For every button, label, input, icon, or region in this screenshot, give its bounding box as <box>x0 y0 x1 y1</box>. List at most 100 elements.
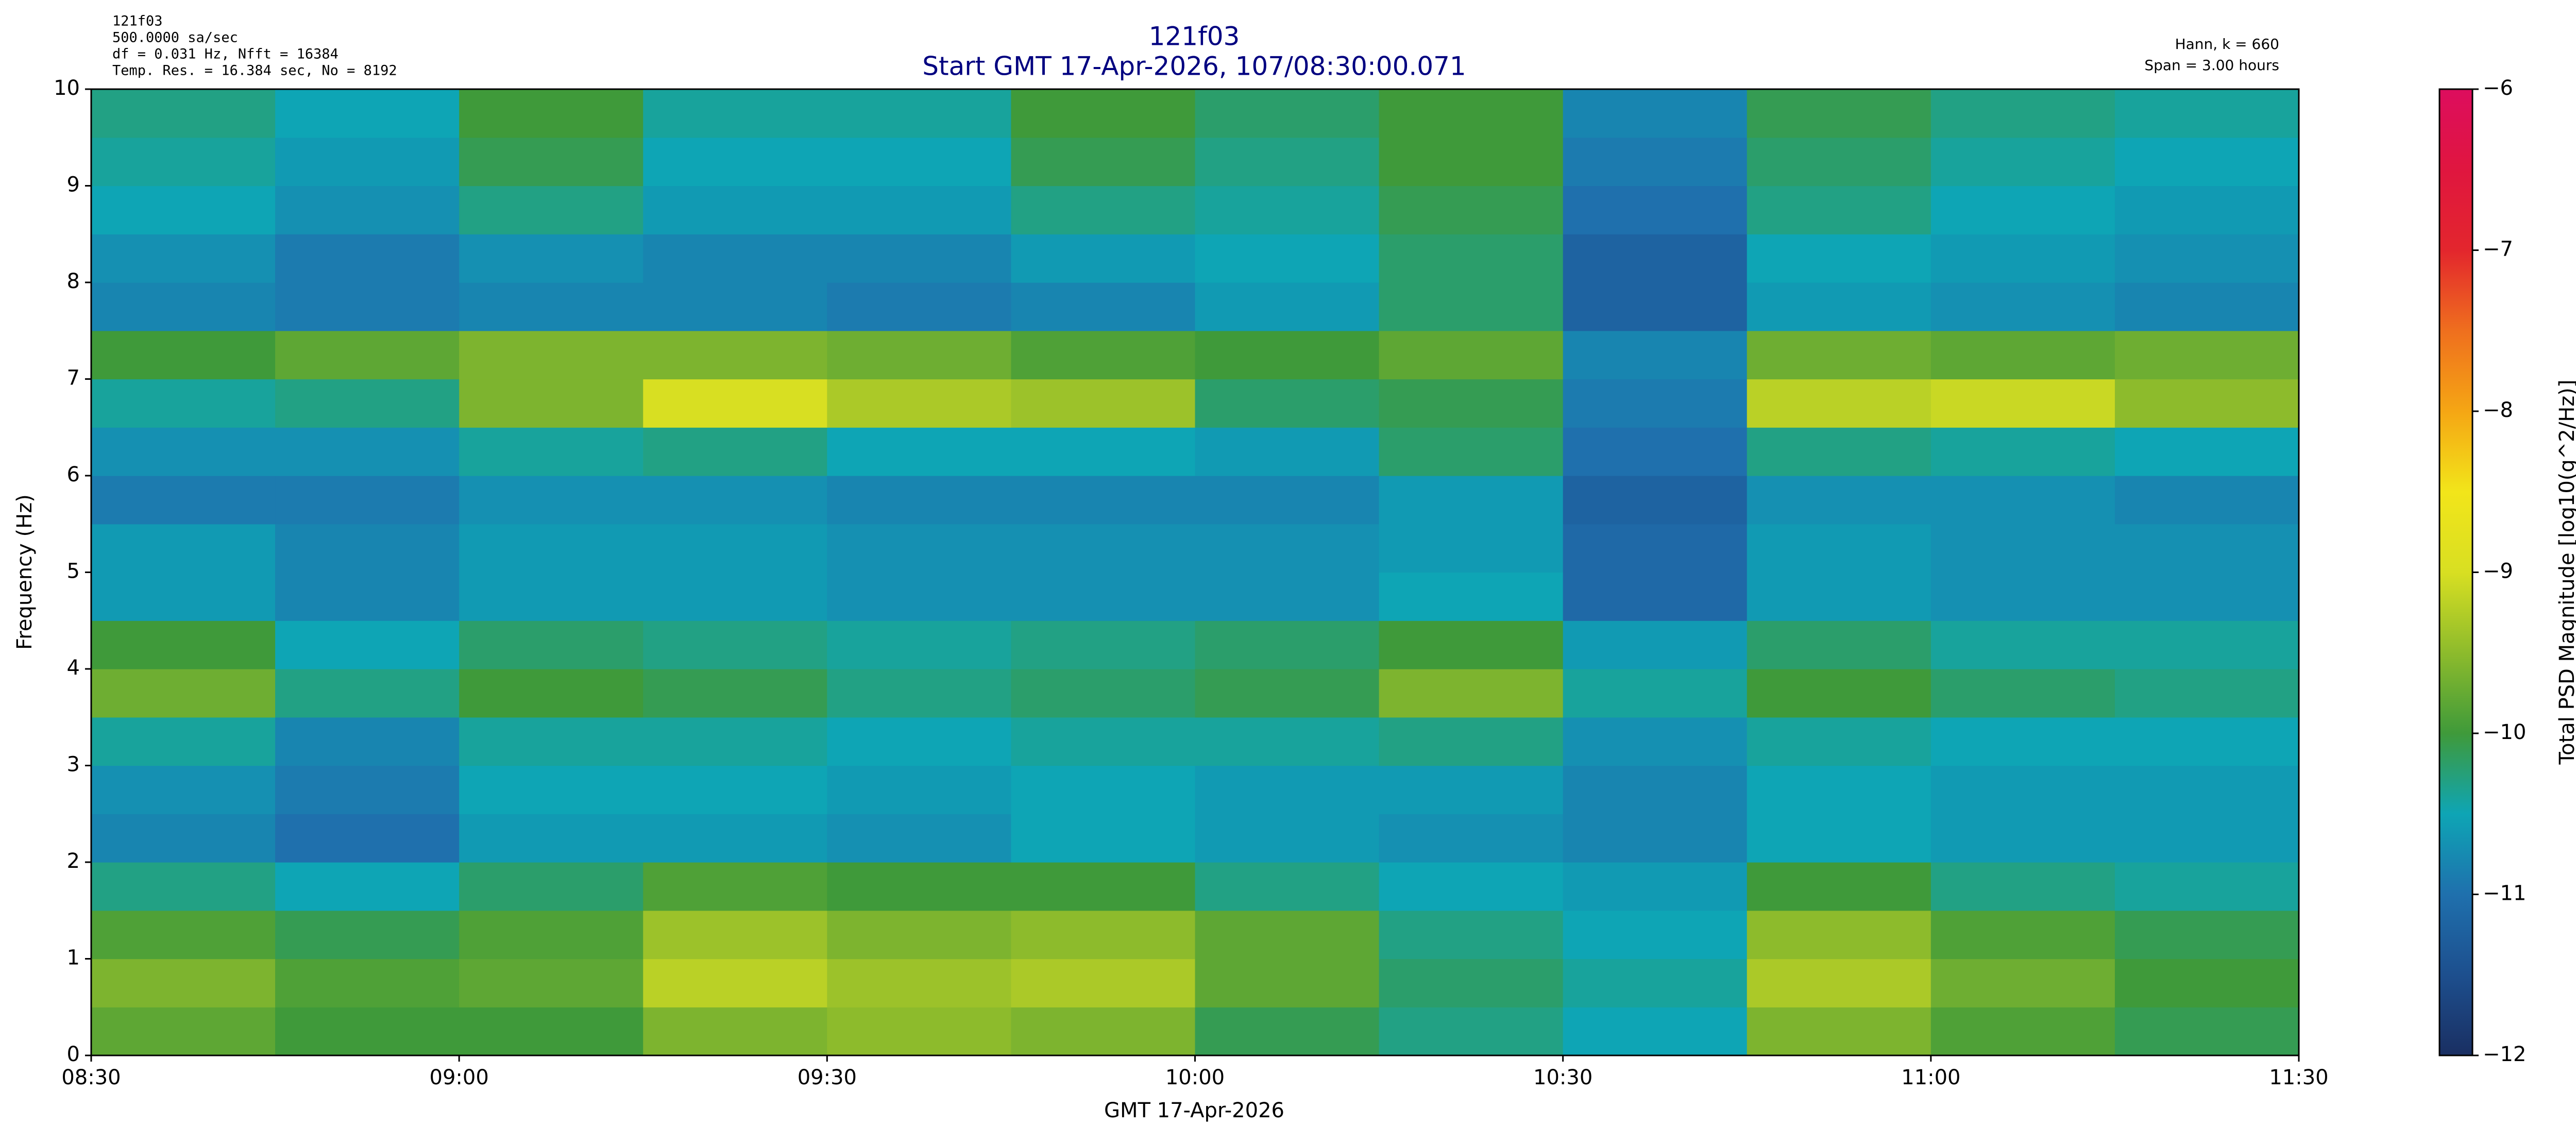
info-text: Hann, k = 660 <box>2175 36 2279 53</box>
heatmap-cell <box>2114 282 2299 331</box>
heatmap-cell <box>643 959 827 1007</box>
heatmap-cell <box>827 427 1012 476</box>
x-tick-label: 09:00 <box>430 1066 489 1089</box>
heatmap-cell <box>2114 89 2299 138</box>
heatmap-cell <box>1011 1007 1196 1056</box>
heatmap-cell <box>2114 862 2299 911</box>
heatmap-cell <box>91 379 276 428</box>
heatmap-cell <box>827 959 1012 1007</box>
heatmap-cell <box>2114 330 2299 380</box>
info-text: Temp. Res. = 16.384 sec, No = 8192 <box>112 63 397 79</box>
heatmap-cell <box>1563 814 1748 863</box>
heatmap-cell <box>1379 910 1564 960</box>
heatmap-cell <box>1747 669 1931 718</box>
heatmap-cell <box>643 282 827 331</box>
y-tick-label: 7 <box>67 366 80 390</box>
info-text: 121f03 <box>112 13 163 29</box>
x-tick-label: 08:30 <box>61 1066 121 1089</box>
heatmap-cell <box>1747 765 1931 814</box>
chart-title: 121f03 <box>1149 22 1240 52</box>
heatmap-cell <box>1930 765 2115 814</box>
heatmap-cell <box>1747 959 1931 1007</box>
heatmap-cell <box>1747 282 1931 331</box>
heatmap-cell <box>91 524 276 573</box>
heatmap-cell <box>1747 814 1931 863</box>
heatmap-cell <box>1379 669 1564 718</box>
heatmap-cell <box>1747 620 1931 669</box>
heatmap-cell <box>1930 427 2115 476</box>
heatmap-cell <box>459 862 643 911</box>
heatmap-cell <box>2114 620 2299 669</box>
heatmap-cell <box>1379 282 1564 331</box>
heatmap-cell <box>91 620 276 669</box>
info-text: 500.0000 sa/sec <box>112 30 238 46</box>
heatmap-cell <box>1379 814 1564 863</box>
heatmap-cell <box>1011 862 1196 911</box>
heatmap-cell <box>275 379 460 428</box>
heatmap-cell <box>1011 282 1196 331</box>
colorbar-tick-label: −6 <box>2483 76 2513 100</box>
heatmap-cell <box>827 282 1012 331</box>
heatmap-cell <box>459 669 643 718</box>
heatmap-cell <box>91 959 276 1007</box>
x-tick-label: 10:30 <box>1533 1066 1592 1089</box>
heatmap-cell <box>1930 717 2115 766</box>
heatmap-cell <box>1011 186 1196 234</box>
heatmap-cell <box>1011 524 1196 573</box>
heatmap-cell <box>827 572 1012 621</box>
y-tick-label: 1 <box>67 946 80 970</box>
heatmap-cell <box>1930 89 2115 138</box>
heatmap-cell <box>2114 669 2299 718</box>
heatmap-cell <box>1379 330 1564 380</box>
heatmap-cell <box>91 765 276 814</box>
heatmap-cell <box>1011 137 1196 187</box>
heatmap-cell <box>1011 959 1196 1007</box>
heatmap-cell <box>2114 524 2299 573</box>
heatmap-cell <box>827 137 1012 187</box>
y-axis-label: Frequency (Hz) <box>13 494 37 650</box>
heatmap-cell <box>2114 137 2299 187</box>
heatmap-cell <box>827 862 1012 911</box>
heatmap-cell <box>827 1007 1012 1056</box>
heatmap-cell <box>275 524 460 573</box>
heatmap-cell <box>643 1007 827 1056</box>
heatmap-cell <box>827 234 1012 283</box>
heatmap-cell <box>827 330 1012 380</box>
heatmap-cell <box>1930 282 2115 331</box>
heatmap-cell <box>1195 330 1380 380</box>
heatmap-cell <box>1563 427 1748 476</box>
x-tick-label: 10:00 <box>1165 1066 1225 1089</box>
heatmap-cell <box>643 476 827 525</box>
heatmap-cell <box>1379 427 1564 476</box>
heatmap-cell <box>1379 89 1564 138</box>
heatmap-cell <box>1195 910 1380 960</box>
heatmap-cell <box>1379 379 1564 428</box>
heatmap-cell <box>1379 620 1564 669</box>
heatmap-cell <box>1011 717 1196 766</box>
heatmap-cell <box>275 89 460 138</box>
heatmap-cell <box>1563 669 1748 718</box>
colorbar-tick-label: −8 <box>2483 398 2513 422</box>
heatmap-cell <box>1563 476 1748 525</box>
heatmap-cell <box>1011 669 1196 718</box>
heatmap-cell <box>827 669 1012 718</box>
heatmap-cell <box>275 282 460 331</box>
y-tick-label: 3 <box>67 753 80 777</box>
colorbar-tick-label: −9 <box>2483 560 2513 583</box>
heatmap-cell <box>275 234 460 283</box>
heatmap-cell <box>1379 959 1564 1007</box>
heatmap-cell <box>1195 234 1380 283</box>
heatmap-cell <box>275 717 460 766</box>
heatmap-cell <box>1930 669 2115 718</box>
heatmap-cell <box>459 620 643 669</box>
x-axis-label: GMT 17-Apr-2026 <box>1104 1099 1284 1122</box>
heatmap-cell <box>459 476 643 525</box>
heatmap-cell <box>1747 862 1931 911</box>
heatmap-cell <box>1195 476 1380 525</box>
heatmap-cell <box>1195 137 1380 187</box>
heatmap-cell <box>1930 476 2115 525</box>
y-tick-label: 4 <box>67 656 80 680</box>
x-tick-label: 09:30 <box>798 1066 857 1089</box>
heatmap-cell <box>2114 572 2299 621</box>
heatmap-cell <box>1563 959 1748 1007</box>
